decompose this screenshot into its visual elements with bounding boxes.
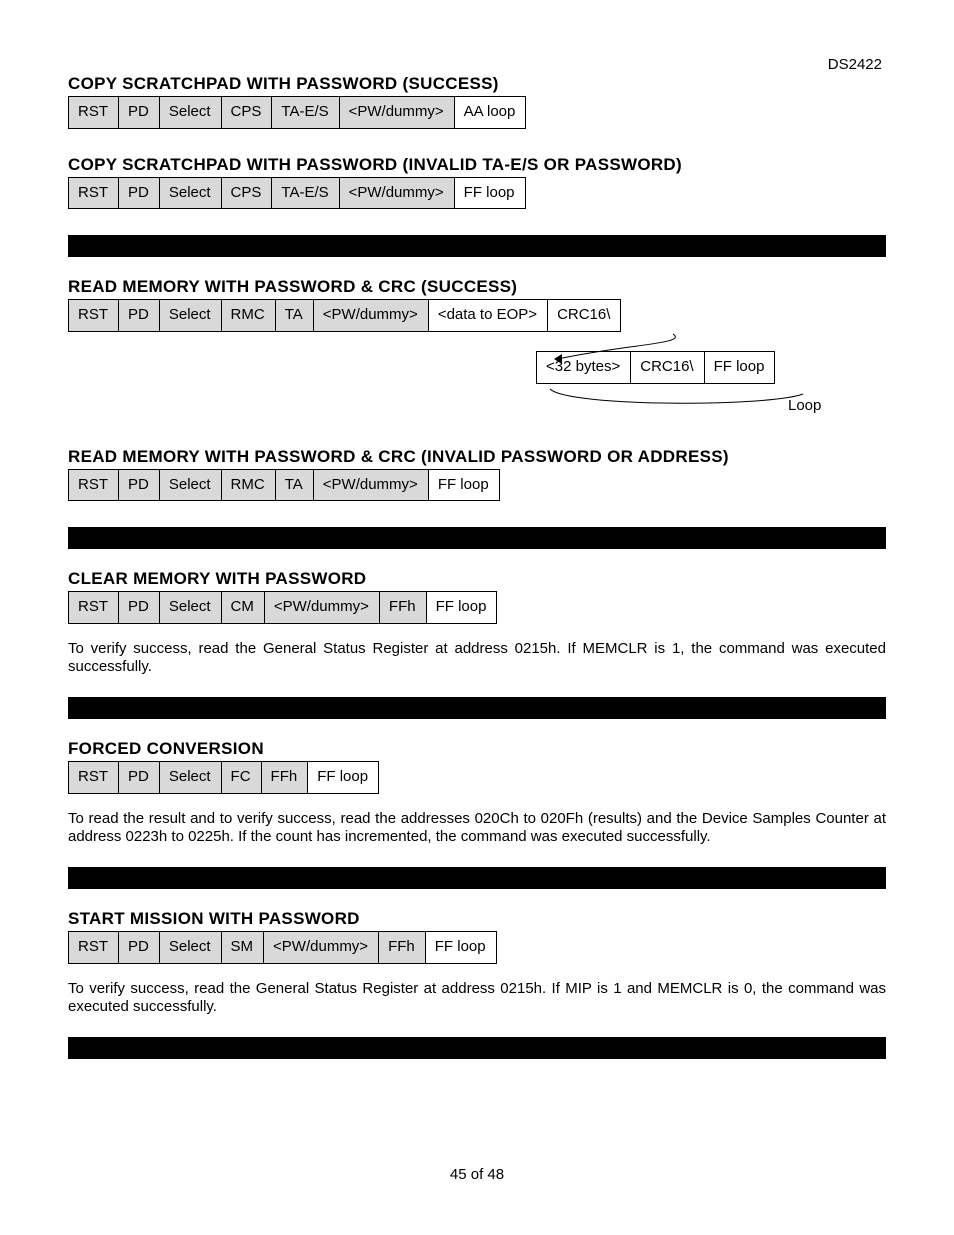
divider-bar [68, 527, 886, 549]
sequence-cell: <PW/dummy> [313, 300, 428, 332]
sequence-cell: TA-E/S [272, 97, 339, 129]
sequence-cell: CRC16\ [548, 300, 621, 332]
sequence-cell: RST [69, 97, 119, 129]
sequence-cell: <PW/dummy> [313, 469, 428, 501]
body-text: To verify success, read the General Stat… [68, 640, 886, 678]
sequence-cell: Select [159, 97, 221, 129]
sequence-cell: RMC [221, 469, 275, 501]
sequence-cell: <data to EOP> [428, 300, 547, 332]
sequence-cell: RST [69, 592, 119, 624]
sequence-cell: <PW/dummy> [264, 592, 379, 624]
sequence-cell: Select [159, 762, 221, 794]
sequence-cell: TA [275, 469, 313, 501]
sequence-cell: FF loop [454, 177, 525, 209]
sequence-cell: PD [119, 932, 160, 964]
sequence-cell: TA-E/S [272, 177, 339, 209]
section-title-forced-conversion: FORCED CONVERSION [68, 739, 886, 759]
sequence-cell: FF loop [428, 469, 499, 501]
sequence-cell: Select [159, 932, 221, 964]
sequence-cell: SM [221, 932, 264, 964]
loop-sequence-table: <32 bytes>CRC16\FF loop [536, 351, 775, 384]
divider-bar [68, 697, 886, 719]
sequence-cell: PD [119, 469, 160, 501]
sequence-cell: Select [159, 592, 221, 624]
sequence-cell: <PW/dummy> [264, 932, 379, 964]
sequence-cell: RST [69, 300, 119, 332]
sequence-cell: <PW/dummy> [339, 97, 454, 129]
sequence-cell: AA loop [454, 97, 526, 129]
sequence-cell: FFh [379, 592, 426, 624]
sequence-cell: RST [69, 762, 119, 794]
divider-bar [68, 235, 886, 257]
sequence-cell: RMC [221, 300, 275, 332]
part-number: DS2422 [828, 56, 882, 73]
sequence-cell: CPS [221, 97, 272, 129]
sequence-table: RSTPDSelectFCFFhFF loop [68, 761, 379, 794]
body-text: To verify success, read the General Stat… [68, 980, 886, 1018]
sequence-cell: PD [119, 177, 160, 209]
sequence-cell: CRC16\ [631, 352, 704, 384]
section-title-cps-success: COPY SCRATCHPAD WITH PASSWORD (SUCCESS) [68, 74, 886, 94]
sequence-cell: PD [119, 762, 160, 794]
rmc-diagram: RSTPDSelectRMCTA<PW/dummy><data to EOP>C… [68, 299, 886, 447]
divider-bar [68, 867, 886, 889]
sequence-table: RSTPDSelectRMCTA<PW/dummy><data to EOP>C… [68, 299, 621, 332]
section-title-rmc-success: READ MEMORY WITH PASSWORD & CRC (SUCCESS… [68, 277, 886, 297]
sequence-cell: FF loop [308, 762, 379, 794]
sequence-cell: PD [119, 300, 160, 332]
sequence-cell: RST [69, 932, 119, 964]
sequence-table: RSTPDSelectSM<PW/dummy>FFhFF loop [68, 931, 497, 964]
sequence-cell: <PW/dummy> [339, 177, 454, 209]
section-title-clear-memory: CLEAR MEMORY WITH PASSWORD [68, 569, 886, 589]
sequence-cell: RST [69, 177, 119, 209]
sequence-cell: CPS [221, 177, 272, 209]
sequence-cell: CM [221, 592, 264, 624]
sequence-cell: Select [159, 469, 221, 501]
sequence-table: RSTPDSelectCPSTA-E/S<PW/dummy>AA loop [68, 96, 526, 129]
sequence-table: RSTPDSelectRMCTA<PW/dummy>FF loop [68, 469, 500, 502]
sequence-cell: Select [159, 177, 221, 209]
divider-bar [68, 1037, 886, 1059]
sequence-cell: TA [275, 300, 313, 332]
section-title-cps-invalid: COPY SCRATCHPAD WITH PASSWORD (INVALID T… [68, 155, 886, 175]
sequence-cell: FF loop [426, 592, 497, 624]
sequence-cell: PD [119, 97, 160, 129]
section-title-rmc-invalid: READ MEMORY WITH PASSWORD & CRC (INVALID… [68, 447, 886, 467]
loop-label: Loop [788, 397, 821, 414]
sequence-cell: FFh [379, 932, 426, 964]
sequence-cell: FFh [261, 762, 308, 794]
sequence-cell: FF loop [704, 352, 775, 384]
sequence-cell: Select [159, 300, 221, 332]
page-number: 45 of 48 [0, 1166, 954, 1183]
sequence-cell: <32 bytes> [537, 352, 631, 384]
sequence-cell: FC [221, 762, 261, 794]
sequence-cell: PD [119, 592, 160, 624]
sequence-cell: FF loop [425, 932, 496, 964]
sequence-table: RSTPDSelectCM<PW/dummy>FFhFF loop [68, 591, 497, 624]
sequence-cell: RST [69, 469, 119, 501]
section-title-start-mission: START MISSION WITH PASSWORD [68, 909, 886, 929]
body-text: To read the result and to verify success… [68, 810, 886, 848]
sequence-table: RSTPDSelectCPSTA-E/S<PW/dummy>FF loop [68, 177, 526, 210]
